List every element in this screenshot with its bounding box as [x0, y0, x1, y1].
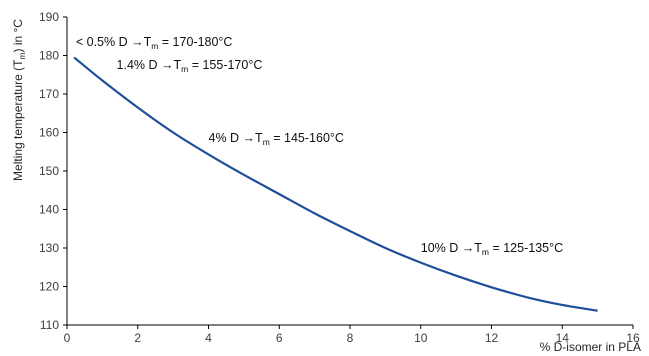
annotation-a2-sub: m [181, 64, 188, 74]
y-tick-label-2: 130 [39, 241, 59, 255]
y-tick-label-7: 180 [39, 49, 59, 63]
annotations: < 0.5% D →Tm = 170-180°C1.4% D →Tm = 155… [76, 35, 563, 257]
y-axis-title-sub: m [17, 52, 27, 59]
x-tick-label-8: 16 [626, 331, 640, 345]
y-ticks: 110 120 130 140 150 160 170 180 190 [39, 10, 67, 332]
annotation-a1: < 0.5% D →Tm = 170-180°C [76, 35, 233, 51]
x-tick-label-6: 12 [485, 331, 499, 345]
x-tick-label-3: 6 [276, 331, 283, 345]
annotation-a3: 4% D →Tm = 145-160°C [209, 131, 344, 147]
annotation-a4-sub: m [482, 247, 489, 257]
y-axis-title-suffix: ) in °C [11, 19, 25, 53]
y-tick-label-0: 110 [40, 318, 59, 332]
x-tick-label-5: 10 [414, 331, 428, 345]
y-tick-label-5: 160 [39, 126, 59, 140]
y-tick-label-4: 150 [39, 164, 59, 178]
annotation-a3-text: 4% D →T [209, 131, 264, 145]
x-axis-title: % D-isomer in PLA [540, 340, 641, 354]
x-tick-label-2: 4 [205, 331, 212, 345]
y-tick-label-8: 190 [39, 10, 59, 24]
annotation-a1-value: = 170-180°C [158, 35, 232, 49]
annotation-a3-value: = 145-160°C [270, 131, 344, 145]
annotation-a4-text: 10% D →T [421, 241, 482, 255]
annotation-a4-value: = 125-135°C [489, 241, 563, 255]
annotation-a1-sub: m [151, 41, 158, 51]
annotation-a3-sub: m [263, 137, 270, 147]
y-tick-label-1: 120 [39, 280, 59, 294]
x-tick-label-7: 14 [556, 331, 570, 345]
x-tick-label-1: 2 [134, 331, 141, 345]
annotation-a2-text: 1.4% D →T [117, 58, 182, 72]
y-axis-title: Melting temperature (Tm) in °C [11, 19, 27, 181]
x-tick-label-0: 0 [64, 331, 71, 345]
annotation-a1-text: < 0.5% D →T [76, 35, 152, 49]
annotation-a2: 1.4% D →Tm = 155-170°C [117, 58, 263, 74]
series-line [73, 56, 598, 312]
y-tick-label-3: 140 [39, 203, 59, 217]
annotation-a2-value: = 155-170°C [188, 58, 262, 72]
x-tick-label-4: 8 [347, 331, 354, 345]
annotation-a4: 10% D →Tm = 125-135°C [421, 241, 563, 257]
y-axis-title-main: Melting temperature (T [11, 59, 25, 181]
x-ticks: 0 2 4 6 8 10 12 14 16 [64, 325, 640, 345]
y-tick-label-6: 170 [39, 87, 59, 101]
